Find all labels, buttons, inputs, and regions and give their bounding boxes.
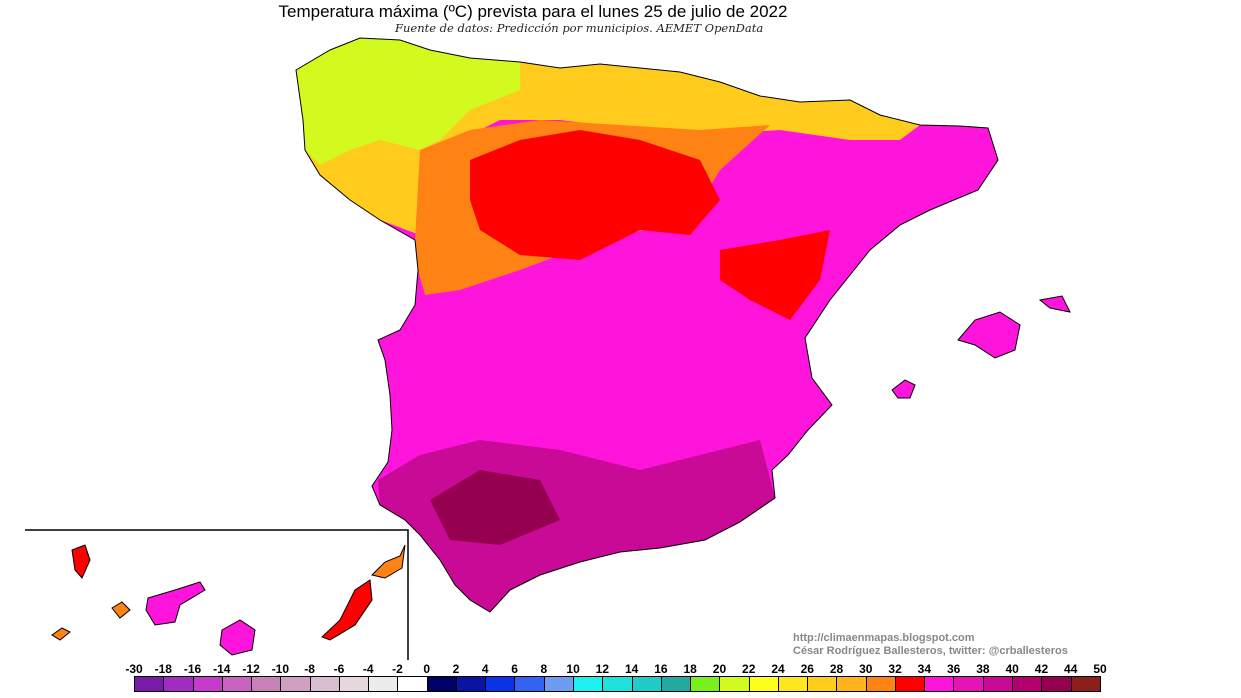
- legend-label: -18: [154, 662, 172, 676]
- legend-label: 50: [1093, 662, 1107, 676]
- legend-label: 16: [654, 662, 668, 676]
- legend-swatch: [1042, 677, 1072, 691]
- credits: http://climaenmapas.blogspot.com César R…: [793, 632, 1068, 658]
- region-northwest: [296, 38, 520, 165]
- legend-swatch: [573, 677, 604, 691]
- legend-label: -12: [242, 662, 260, 676]
- legend-label: -10: [271, 662, 290, 676]
- title-text: Temperatura máxima (ºC) prevista para el…: [278, 2, 788, 21]
- legend-label: 22: [742, 662, 756, 676]
- legend-swatch: [632, 677, 662, 691]
- map-subtitle: Fuente de datos: Predicción por municipi…: [395, 21, 764, 35]
- region-guadalquivir: [430, 470, 560, 545]
- temperature-map: [25, 37, 1071, 660]
- legend-label: 18: [683, 662, 697, 676]
- legend-swatch: [837, 677, 867, 691]
- legend-swatch: [281, 677, 311, 691]
- canary-islands-inset: [25, 529, 409, 660]
- color-legend: [134, 676, 1101, 692]
- island-ibiza: [891, 379, 916, 399]
- island-la-palma: [71, 544, 91, 579]
- legend-swatch: [954, 677, 984, 691]
- legend-label: -14: [213, 662, 231, 676]
- island-la-gomera: [111, 601, 131, 619]
- legend-swatch: [193, 677, 223, 691]
- legend-swatch: [486, 677, 516, 691]
- legend-swatch: [778, 677, 809, 691]
- legend-label: 42: [1034, 662, 1049, 676]
- legend-swatch: [720, 677, 750, 691]
- legend-swatch: [515, 677, 545, 691]
- credits-url[interactable]: http://climaenmapas.blogspot.com: [793, 632, 975, 644]
- legend-swatch: [925, 677, 955, 691]
- peninsula-border: [295, 37, 999, 613]
- island-menorca: [1038, 295, 1071, 313]
- region-east-red: [720, 230, 830, 320]
- legend-swatch: [1012, 677, 1043, 691]
- legend-swatch: [398, 677, 428, 691]
- legend-label: -8: [304, 662, 315, 676]
- legend-label: 24: [771, 662, 785, 676]
- legend-swatch: [427, 677, 457, 691]
- legend-swatch: [544, 677, 574, 691]
- legend-label: -16: [183, 662, 202, 676]
- inset-frame: [25, 529, 409, 660]
- island-fuerteventura: [321, 579, 373, 641]
- legend-label: -30: [125, 662, 143, 676]
- legend-label: 34: [917, 662, 932, 676]
- legend-label: -4: [362, 662, 374, 676]
- legend-swatch: [135, 677, 165, 691]
- region-castilla-red: [470, 130, 720, 260]
- island-gran-canaria: [219, 619, 256, 656]
- legend-swatch: [749, 677, 779, 691]
- legend-label: 10: [566, 662, 580, 676]
- legend-label: 20: [712, 662, 727, 676]
- legend-swatch: [252, 677, 282, 691]
- legend-label: 40: [1005, 662, 1019, 676]
- legend-swatch: [866, 677, 896, 691]
- legend-swatch: [983, 677, 1013, 691]
- legend-label: 8: [540, 662, 548, 676]
- legend-label: 6: [511, 662, 518, 676]
- legend-swatch: [164, 677, 194, 691]
- iberian-peninsula: [295, 37, 999, 613]
- legend-label: 2: [452, 662, 460, 676]
- island-lanzarote: [371, 544, 406, 579]
- legend-label: 14: [624, 662, 639, 676]
- island-tenerife: [145, 581, 206, 626]
- map-title: Temperatura máxima (ºC) prevista para el…: [0, 2, 1068, 22]
- legend-label: 36: [946, 662, 961, 676]
- legend-label: 26: [800, 662, 814, 676]
- legend-label: 32: [888, 662, 902, 676]
- legend-label: 28: [829, 662, 844, 676]
- legend-swatch: [1071, 677, 1100, 691]
- legend-swatch: [895, 677, 926, 691]
- legend-label: -6: [333, 662, 345, 676]
- legend-swatch: [603, 677, 633, 691]
- legend-label: 4: [481, 662, 489, 676]
- legend-swatch: [456, 677, 487, 691]
- legend-swatch: [661, 677, 692, 691]
- legend-label: 30: [859, 662, 873, 676]
- region-south: [378, 440, 775, 612]
- legend-swatch: [691, 677, 721, 691]
- legend-label: -2: [392, 662, 403, 676]
- legend-swatch: [310, 677, 340, 691]
- legend-swatch: [222, 677, 253, 691]
- balearic-islands: [891, 295, 1071, 399]
- island-el-hierro: [51, 627, 71, 641]
- legend-swatch: [369, 677, 399, 691]
- legend-label: 0: [423, 662, 431, 676]
- legend-swatch: [339, 677, 370, 691]
- island-mallorca: [957, 311, 1021, 359]
- credits-author: César Rodríguez Ballesteros, twitter: @c…: [793, 645, 1068, 657]
- legend-label: 12: [595, 662, 610, 676]
- legend-label: 44: [1064, 662, 1078, 676]
- legend-swatch: [808, 677, 838, 691]
- legend-label: 38: [976, 662, 990, 676]
- legend-labels: -30 -18 -16 -14 -12 -10 -8 -6 -4 -2 0 2 4 6 8 10 12 14 16 1…: [0, 662, 1241, 676]
